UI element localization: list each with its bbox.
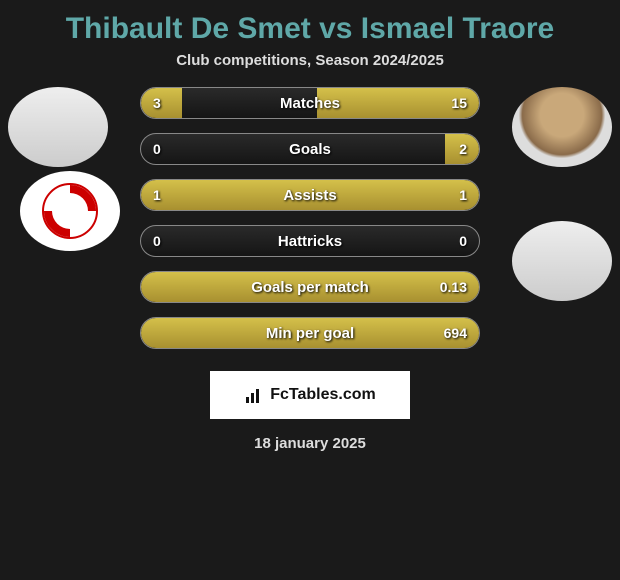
player-left-club-logo xyxy=(20,171,120,251)
chart-icon xyxy=(244,385,264,405)
stat-bars: 3 Matches 15 0 Goals 2 1 Assists 1 0 Hat… xyxy=(140,87,480,349)
subtitle: Club competitions, Season 2024/2025 xyxy=(0,52,620,87)
stat-right-value: 0.13 xyxy=(440,272,467,302)
stat-row-goals: 0 Goals 2 xyxy=(140,133,480,165)
stat-right-value: 2 xyxy=(459,134,467,164)
stat-row-matches: 3 Matches 15 xyxy=(140,87,480,119)
stat-row-min-per-goal: Min per goal 694 xyxy=(140,317,480,349)
player-left-photo xyxy=(8,87,108,167)
stat-row-hattricks: 0 Hattricks 0 xyxy=(140,225,480,257)
player-right-photo xyxy=(512,87,612,167)
stat-row-assists: 1 Assists 1 xyxy=(140,179,480,211)
page-title: Thibault De Smet vs Ismael Traore xyxy=(0,0,620,52)
stat-right-value: 15 xyxy=(451,88,467,118)
stat-right-value: 694 xyxy=(444,318,467,348)
footer-brand-badge: FcTables.com xyxy=(210,371,410,419)
stat-row-goals-per-match: Goals per match 0.13 xyxy=(140,271,480,303)
stat-label: Goals per match xyxy=(141,272,479,302)
stat-label: Goals xyxy=(141,134,479,164)
player-right-club-logo xyxy=(512,221,612,301)
stat-right-value: 0 xyxy=(459,226,467,256)
stat-label: Min per goal xyxy=(141,318,479,348)
comparison-panel: 3 Matches 15 0 Goals 2 1 Assists 1 0 Hat… xyxy=(0,87,620,452)
stat-right-value: 1 xyxy=(459,180,467,210)
footer-brand-text: FcTables.com xyxy=(270,386,376,404)
stat-label: Assists xyxy=(141,180,479,210)
stat-label: Hattricks xyxy=(141,226,479,256)
footer-date: 18 january 2025 xyxy=(10,435,610,452)
stat-label: Matches xyxy=(141,88,479,118)
